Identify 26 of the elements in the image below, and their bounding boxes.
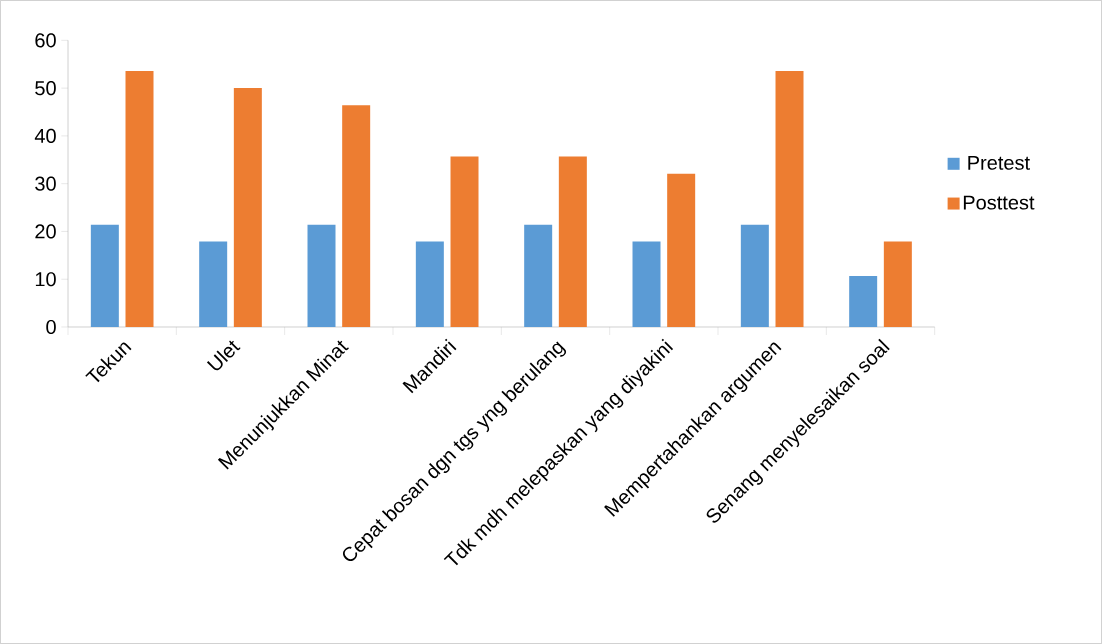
bar <box>849 275 878 327</box>
bar <box>415 241 444 327</box>
bar <box>558 156 587 327</box>
bar <box>775 70 804 327</box>
bar <box>307 224 336 327</box>
bar <box>125 70 154 327</box>
y-tick-label: 20 <box>35 224 56 239</box>
legend-label: Pretest <box>968 155 1030 170</box>
bar <box>342 105 371 327</box>
y-tick-label: 60 <box>35 33 56 48</box>
y-tick-label: 40 <box>34 128 56 143</box>
bar <box>883 241 912 327</box>
bar <box>90 224 119 327</box>
bar <box>233 88 262 327</box>
y-tick-label: 50 <box>35 81 56 96</box>
x-tick-label: Ulet <box>206 340 241 371</box>
y-tick-label: 30 <box>35 176 56 191</box>
bar <box>740 224 769 327</box>
bar <box>632 241 661 327</box>
legend-label: Posttest <box>963 195 1035 210</box>
y-tick-label: 0 <box>46 319 56 335</box>
bar <box>667 173 696 327</box>
bar <box>450 156 479 327</box>
y-tick-label: 10 <box>35 272 56 287</box>
bar <box>524 224 553 327</box>
bar <box>199 241 228 327</box>
